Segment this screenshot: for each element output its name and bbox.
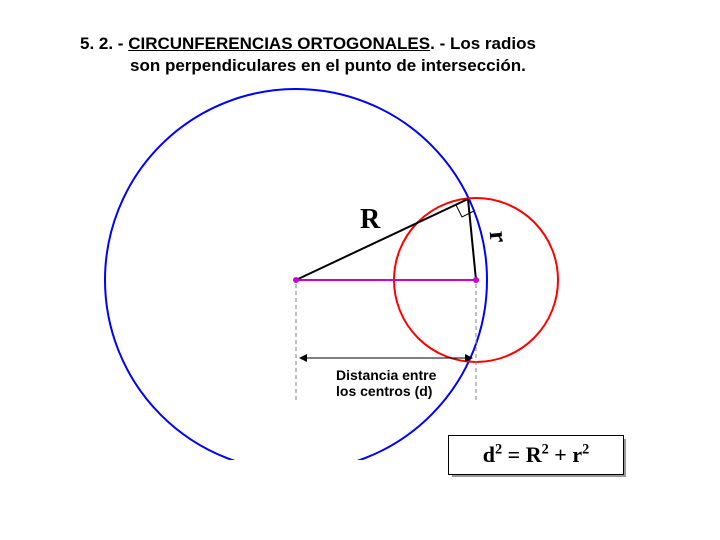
title-line-1: 5. 2. - CIRCUNFERENCIAS ORTOGONALES. - L… xyxy=(80,34,536,54)
label-r: r xyxy=(484,230,514,244)
distance-label-line2: los centros (d) xyxy=(336,383,432,399)
right-angle-marker xyxy=(456,205,474,217)
orthogonal-circles-diagram: R r Distancia entre los centros (d) xyxy=(40,80,680,460)
title-line-2: son perpendiculares en el punto de inter… xyxy=(130,56,526,76)
center-big-dot xyxy=(293,277,299,283)
center-small-dot xyxy=(473,277,479,283)
radius-R-line xyxy=(296,199,468,280)
label-R: R xyxy=(360,204,381,235)
formula-box: d2 = R2 + r2 xyxy=(448,435,624,475)
big-circle xyxy=(105,89,487,460)
title-underlined: CIRCUNFERENCIAS ORTOGONALES xyxy=(128,34,430,53)
title-prefix: 5. 2. - xyxy=(80,34,128,53)
title-suffix: . - Los radios xyxy=(430,34,536,53)
distance-label-line1: Distancia entre xyxy=(336,367,437,383)
formula-text: d2 = R2 + r2 xyxy=(483,442,589,468)
